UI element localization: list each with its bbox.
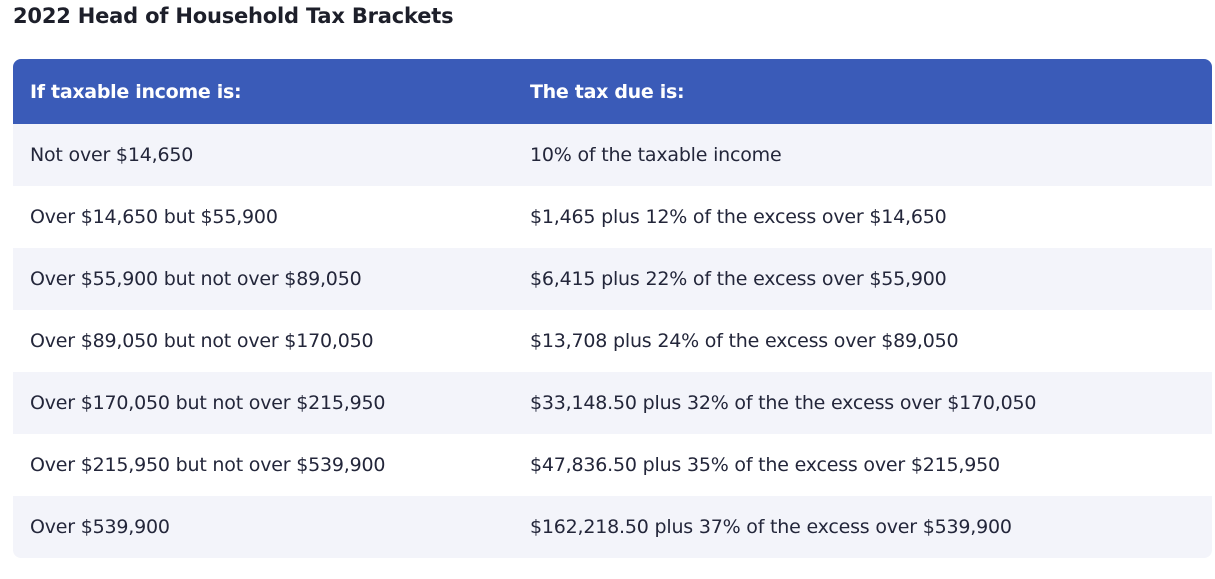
table-row: Not over $14,650 10% of the taxable inco… xyxy=(13,124,1212,186)
tax-due-cell: $1,465 plus 12% of the excess over $14,6… xyxy=(513,186,1212,248)
table-body: Not over $14,650 10% of the taxable inco… xyxy=(13,124,1212,558)
table-row: Over $89,050 but not over $170,050 $13,7… xyxy=(13,310,1212,372)
page-title: 2022 Head of Household Tax Brackets xyxy=(13,4,454,28)
table-header: If taxable income is: The tax due is: xyxy=(13,59,1212,124)
tax-due-cell: $162,218.50 plus 37% of the excess over … xyxy=(513,496,1212,558)
income-cell: Over $215,950 but not over $539,900 xyxy=(13,434,513,496)
income-cell: Over $89,050 but not over $170,050 xyxy=(13,310,513,372)
tax-due-cell: $33,148.50 plus 32% of the the excess ov… xyxy=(513,372,1212,434)
table-row: Over $215,950 but not over $539,900 $47,… xyxy=(13,434,1212,496)
income-cell: Over $170,050 but not over $215,950 xyxy=(13,372,513,434)
tax-bracket-table-container: If taxable income is: The tax due is: No… xyxy=(13,59,1212,558)
tax-due-cell: $47,836.50 plus 35% of the excess over $… xyxy=(513,434,1212,496)
header-tax-due: The tax due is: xyxy=(513,59,1212,124)
income-cell: Not over $14,650 xyxy=(13,124,513,186)
income-cell: Over $14,650 but $55,900 xyxy=(13,186,513,248)
table-row: Over $14,650 but $55,900 $1,465 plus 12%… xyxy=(13,186,1212,248)
table-row: Over $539,900 $162,218.50 plus 37% of th… xyxy=(13,496,1212,558)
table-row: Over $170,050 but not over $215,950 $33,… xyxy=(13,372,1212,434)
income-cell: Over $55,900 but not over $89,050 xyxy=(13,248,513,310)
tax-bracket-table: If taxable income is: The tax due is: No… xyxy=(13,59,1212,558)
header-row: If taxable income is: The tax due is: xyxy=(13,59,1212,124)
table-row: Over $55,900 but not over $89,050 $6,415… xyxy=(13,248,1212,310)
tax-due-cell: 10% of the taxable income xyxy=(513,124,1212,186)
income-cell: Over $539,900 xyxy=(13,496,513,558)
tax-due-cell: $6,415 plus 22% of the excess over $55,9… xyxy=(513,248,1212,310)
header-taxable-income: If taxable income is: xyxy=(13,59,513,124)
tax-due-cell: $13,708 plus 24% of the excess over $89,… xyxy=(513,310,1212,372)
